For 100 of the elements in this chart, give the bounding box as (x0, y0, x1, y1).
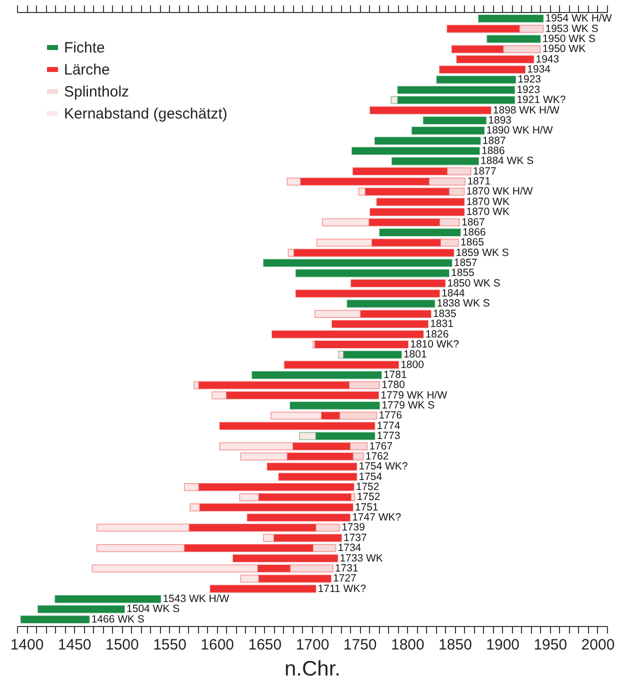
bar (262, 258, 452, 268)
y-tick-label: 1867 (462, 216, 486, 228)
y-tick-label: 1877 (472, 165, 496, 178)
x-tick-label: 1850 (438, 636, 472, 654)
y-tick-label: 1835 (432, 308, 456, 320)
y-tick-label: 1779 WK H/W (380, 389, 448, 402)
y-tick-label: 1870 WK H/W (466, 186, 533, 198)
y-tick-label: 1884 WK S (480, 155, 534, 168)
y-tick-label: 1866 (462, 226, 486, 238)
x-tick-label: 1550 (153, 636, 186, 654)
bar (246, 513, 351, 522)
legend-label: Splintholz (64, 84, 130, 100)
bar (486, 34, 541, 44)
bar (350, 279, 446, 288)
y-tick-label: 1733 WK (340, 552, 383, 564)
y-tick-label: 1800 (400, 358, 424, 371)
bar (331, 320, 429, 328)
y-tick-label: 1954 WK H/W (545, 12, 612, 25)
y-tick-label: 1711 WK? (318, 582, 366, 595)
y-tick-label: 1504 WK S (126, 603, 180, 616)
y-tick-label: 1781 (383, 369, 407, 382)
bar (397, 86, 516, 94)
bar (290, 401, 380, 410)
bar (422, 116, 487, 125)
bar (411, 126, 485, 135)
y-tick-label: 1773 (376, 430, 400, 442)
y-tick-label: 1893 (488, 114, 512, 126)
y-tick-label: 1950 WK (542, 43, 586, 56)
y-tick-label: 1855 (451, 267, 475, 280)
y-tick-label: 1543 WK H/W (162, 593, 230, 606)
y-tick-label: 1747 WK? (352, 512, 402, 524)
bar (210, 584, 316, 593)
y-tick-label: 1865 (460, 236, 484, 249)
y-tick-label: 1466 WK S (91, 613, 144, 626)
y-tick-label: 1762 (365, 450, 389, 462)
y-tick-label: 1844 (442, 288, 466, 300)
y-tick-label: 1737 (344, 532, 368, 544)
y-tick-label: 1831 (430, 318, 454, 330)
bar (478, 14, 544, 23)
y-tick-label: 1870 WK (466, 206, 510, 218)
y-tick-label: 1776 (378, 410, 402, 422)
y-tick-label: 1887 (482, 134, 506, 147)
y-tick-label: 1923 (516, 84, 540, 96)
bar (374, 136, 481, 145)
y-tick-label: 1752 (356, 491, 380, 504)
y-tick-label: 1754 (358, 470, 382, 483)
x-tick-label: 1500 (105, 636, 139, 654)
legend-label: Kernabstand (geschätzt) (64, 106, 228, 122)
y-tick-label: 1857 (454, 256, 478, 269)
y-tick-label: 1826 (425, 328, 449, 340)
x-tick-label: 1750 (343, 636, 377, 654)
y-tick-label: 1921 WK? (516, 94, 566, 106)
y-tick-label: 1950 WK S (542, 32, 596, 45)
bar (370, 106, 492, 114)
x-tick-label: 1700 (296, 636, 330, 654)
bar (295, 269, 450, 278)
x-tick-label: 1650 (248, 636, 282, 654)
y-tick-label: 1731 (334, 562, 358, 574)
y-tick-label: 1886 (481, 144, 506, 157)
x-tick-label: 1600 (200, 636, 234, 654)
bar (351, 146, 480, 156)
bar (54, 594, 162, 604)
bar (379, 228, 461, 237)
bar (37, 605, 126, 614)
bar (346, 300, 436, 308)
bar (20, 615, 90, 624)
y-tick-label: 1751 (354, 501, 378, 514)
y-tick-label: 1953 WK S (545, 22, 598, 35)
y-tick-label: 1890 WK H/W (486, 124, 553, 137)
y-tick-label: 1870 WK (466, 196, 510, 208)
y-tick-label: 1779 WK S (382, 400, 435, 412)
y-tick-label: 1898 WK H/W (492, 104, 560, 116)
x-tick-label: 2000 (581, 636, 615, 654)
y-tick-label: 1859 WK S (456, 246, 509, 259)
y-tick-label: 1850 WK S (447, 277, 500, 290)
bar (456, 55, 534, 64)
y-tick-label: 1727 (333, 572, 357, 585)
y-tick-label: 1871 (467, 176, 491, 188)
bar (219, 422, 376, 430)
bar (252, 370, 382, 380)
bar (370, 208, 465, 216)
y-tick-label: 1934 (527, 64, 551, 76)
bar (295, 289, 440, 298)
y-tick-label: 1923 (518, 74, 542, 86)
y-tick-label: 1810 WK? (410, 338, 460, 350)
y-tick-label: 1801 (403, 348, 427, 361)
legend-label: Fichte (64, 40, 105, 56)
y-tick-label: 1774 (376, 420, 400, 432)
y-tick-label: 1767 (369, 440, 393, 452)
bar (266, 462, 358, 471)
bar (272, 330, 424, 338)
y-tick-label: 1780 (382, 379, 406, 392)
bar (278, 472, 358, 481)
bar (436, 76, 516, 84)
x-tick-label: 1400 (10, 636, 44, 654)
legend-label: Lärche (64, 62, 110, 78)
x-axis-title: n.Chr. (284, 658, 341, 680)
bar (284, 360, 400, 369)
y-tick-label: 1943 (536, 53, 560, 66)
y-tick-label: 1734 (338, 542, 362, 554)
